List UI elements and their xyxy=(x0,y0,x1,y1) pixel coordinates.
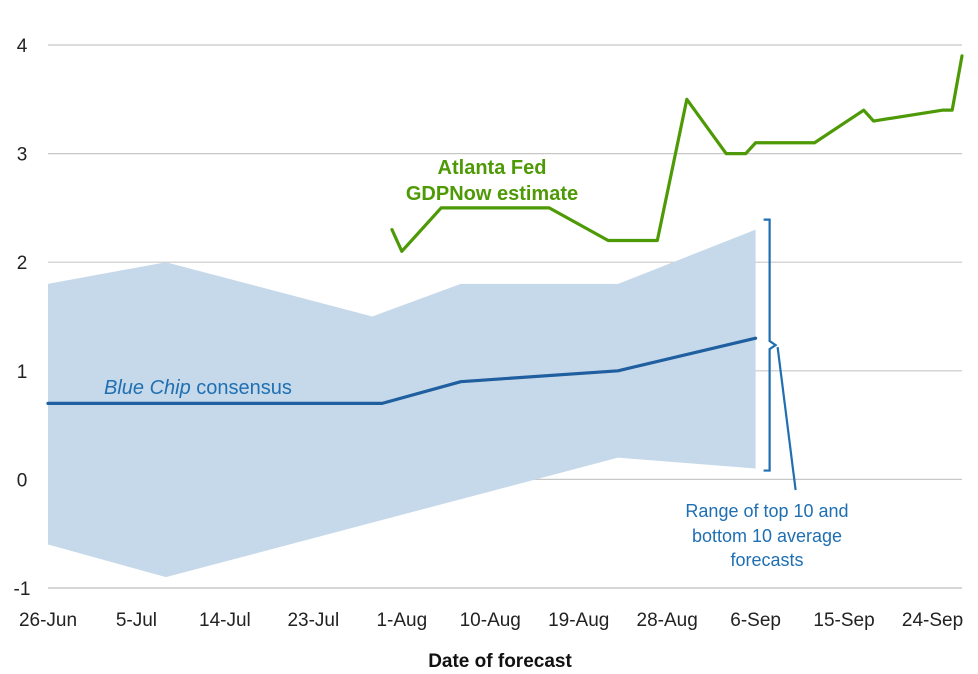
gdpnow-label-line1: Atlanta Fed xyxy=(438,157,547,179)
x-tick-label: 6-Sep xyxy=(730,610,781,631)
x-tick-label: 24-Sep xyxy=(902,610,963,631)
gdpnow-label-line2: GDPNow estimate xyxy=(406,183,578,205)
x-tick-label: 28-Aug xyxy=(637,610,698,631)
series-lines xyxy=(46,54,964,405)
x-tick-labels: 26-Jun 5-Jul 14-Jul 23-Jul 1-Aug 10-Aug 19-Aug… xyxy=(19,610,963,631)
y-tick-label: 3 xyxy=(17,145,28,166)
range-bracket-leader xyxy=(776,346,797,491)
range-label-line1: Range of top 10 and xyxy=(685,501,848,521)
y-tick-label: -1 xyxy=(14,579,31,600)
x-axis-title: Date of forecast xyxy=(428,651,572,672)
bluechip-label-rest: consensus xyxy=(191,377,292,399)
x-tick-label: 5-Jul xyxy=(116,610,157,631)
range-band-area xyxy=(48,229,756,578)
y-tick-label: 2 xyxy=(17,253,28,274)
range-label-line3: forecasts xyxy=(730,550,803,570)
x-tick-label: 26-Jun xyxy=(19,610,77,631)
x-tick-label: 19-Aug xyxy=(548,610,609,631)
y-tick-labels: -1 0 1 2 3 4 xyxy=(14,36,31,600)
y-tick-label: 1 xyxy=(17,362,28,383)
range-bracket-shape xyxy=(763,218,778,472)
range-band xyxy=(48,229,756,578)
bluechip-label-italic: Blue Chip xyxy=(104,377,191,399)
x-tick-label: 1-Aug xyxy=(376,610,427,631)
x-tick-label: 14-Jul xyxy=(199,610,251,631)
bluechip-line xyxy=(46,336,758,405)
y-tick-label: 4 xyxy=(17,36,28,57)
range-label-line2: bottom 10 average xyxy=(692,526,842,546)
range-bracket xyxy=(763,218,797,491)
bluechip-label: Blue Chip consensus xyxy=(104,377,292,399)
x-tick-label: 10-Aug xyxy=(460,610,521,631)
y-tick-label: 0 xyxy=(17,470,28,491)
x-tick-label: 15-Sep xyxy=(813,610,874,631)
gdpnow-line xyxy=(390,54,964,253)
x-tick-label: 23-Jul xyxy=(287,610,339,631)
